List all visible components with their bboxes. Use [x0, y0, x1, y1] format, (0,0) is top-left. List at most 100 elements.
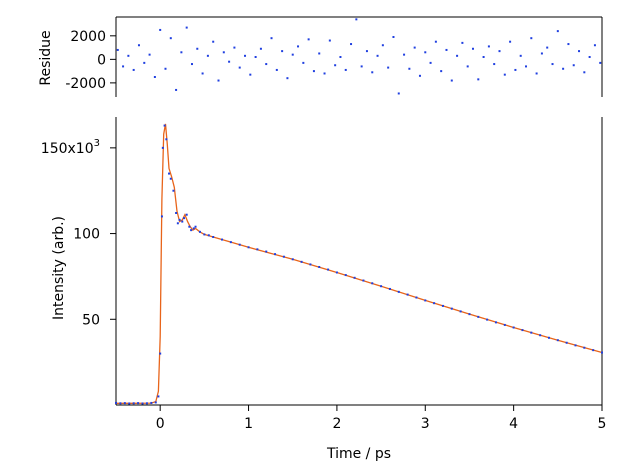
- main-y-tick-label: 100: [73, 227, 100, 243]
- residue-point: [562, 67, 565, 70]
- data-point: [157, 395, 160, 398]
- data-point: [256, 248, 259, 251]
- residue-point: [307, 38, 310, 41]
- data-point: [477, 315, 480, 318]
- data-point: [221, 238, 224, 241]
- residue-point: [572, 64, 575, 67]
- residue-point: [143, 61, 146, 64]
- data-point: [512, 326, 515, 329]
- data-point: [539, 334, 542, 337]
- residue-point: [275, 68, 278, 71]
- residue-point: [281, 50, 284, 53]
- residue-point: [509, 40, 512, 43]
- data-point: [547, 336, 550, 339]
- residue-point: [471, 47, 474, 50]
- residue-point: [259, 47, 262, 50]
- data-point: [175, 212, 178, 214]
- residue-point: [249, 73, 252, 76]
- residue-point: [381, 44, 384, 47]
- data-point: [530, 331, 533, 334]
- data-point: [574, 344, 577, 347]
- data-points: [115, 124, 603, 405]
- data-point: [128, 402, 131, 405]
- data-point: [238, 243, 241, 246]
- residue-point: [334, 64, 337, 67]
- residue-point: [196, 47, 199, 50]
- residue-point: [201, 72, 204, 75]
- main-x-ticks: 0 1 2 3 4 5: [156, 405, 607, 432]
- residue-point: [169, 37, 172, 40]
- data-point: [115, 401, 117, 404]
- residue-point: [392, 36, 395, 38]
- data-point: [160, 215, 163, 218]
- residue-point: [477, 78, 480, 81]
- data-point: [161, 146, 164, 149]
- residue-point: [297, 45, 300, 48]
- residue-point: [567, 43, 570, 46]
- residue-point: [328, 39, 331, 42]
- residue-point: [445, 48, 448, 51]
- data-point: [229, 241, 232, 244]
- residue-point: [424, 51, 427, 54]
- residue-point: [228, 60, 231, 63]
- data-point: [178, 218, 181, 221]
- data-point: [521, 329, 524, 332]
- residue-point: [403, 53, 406, 56]
- residue-point: [365, 50, 368, 53]
- residue-point: [418, 74, 421, 77]
- residue-point: [519, 54, 522, 57]
- data-point: [207, 234, 210, 237]
- residue-point: [593, 44, 596, 47]
- residue-point: [350, 43, 353, 46]
- data-point: [183, 217, 186, 220]
- data-point: [185, 213, 188, 216]
- fit-line: [116, 123, 603, 404]
- residue-point: [137, 44, 140, 47]
- data-point: [119, 402, 122, 405]
- main-x-tick-label: 4: [509, 416, 518, 432]
- data-point: [503, 323, 506, 326]
- residue-point: [503, 73, 506, 76]
- data-point: [362, 279, 365, 282]
- data-point: [145, 402, 148, 405]
- residue-point: [286, 77, 289, 80]
- residue-point: [222, 51, 225, 54]
- main-x-tick-label: 0: [156, 416, 165, 432]
- residue-point: [212, 40, 215, 43]
- residue-point: [387, 66, 390, 69]
- residue-point: [318, 52, 321, 55]
- residue-point: [190, 63, 193, 66]
- data-point: [181, 220, 184, 223]
- residue-point: [397, 92, 400, 95]
- residue-point: [530, 37, 533, 40]
- residue-point: [302, 61, 305, 64]
- data-point: [176, 222, 179, 225]
- residue-y-tick-label: 2000: [70, 29, 106, 45]
- data-point: [198, 230, 201, 233]
- residue-point: [487, 45, 490, 48]
- residue-point: [408, 67, 411, 70]
- data-point: [150, 401, 153, 404]
- data-point: [380, 285, 383, 288]
- residue-point: [185, 26, 188, 29]
- main-y-ticks: 50 100 150x103: [41, 138, 116, 328]
- data-point: [137, 402, 140, 405]
- residue-point: [175, 88, 178, 91]
- data-point: [388, 287, 391, 290]
- residue-point: [371, 71, 374, 74]
- data-point: [274, 253, 277, 256]
- data-point: [335, 271, 338, 274]
- data-point: [194, 225, 197, 228]
- data-point: [344, 274, 347, 277]
- residue-point: [132, 68, 135, 71]
- main-x-tick-label: 5: [598, 416, 607, 432]
- data-point: [247, 246, 250, 249]
- residue-point: [323, 72, 326, 75]
- data-point: [291, 258, 294, 261]
- data-point: [163, 124, 166, 127]
- residue-point: [153, 76, 156, 78]
- residue-y-ticks: 2000 0 -2000: [65, 29, 116, 92]
- data-point: [494, 321, 497, 324]
- residue-point: [535, 72, 538, 75]
- data-point: [188, 225, 191, 228]
